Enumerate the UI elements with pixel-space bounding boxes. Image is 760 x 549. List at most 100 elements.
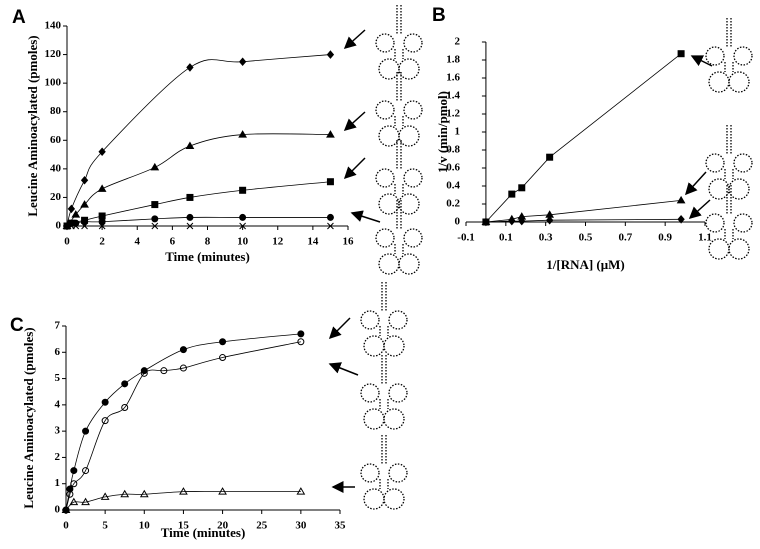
x-tick-label: 0.9	[658, 232, 672, 244]
point	[151, 201, 159, 209]
y-tick-label: 0.6	[446, 162, 460, 174]
y-tick-label: 40	[50, 162, 62, 174]
x-tick-label: 6	[170, 236, 176, 248]
x-tick-label: 0.5	[579, 232, 593, 244]
fit-line	[65, 333, 301, 511]
point	[239, 213, 247, 221]
y-axis-title: Leucine Aminoacylated (pmoles)	[25, 35, 40, 216]
point	[326, 50, 335, 59]
y-tick-label: 60	[50, 134, 62, 146]
y-tick-label: 1	[55, 477, 61, 489]
point	[98, 222, 106, 230]
arrows	[328, 29, 713, 493]
x-tick-label: 15	[178, 520, 190, 532]
fit-line	[485, 200, 682, 223]
x-axis-title: 1/[RNA] (μM)	[546, 257, 624, 272]
x-tick-label: 4	[135, 236, 141, 248]
point	[326, 130, 335, 138]
point	[101, 398, 109, 406]
y-tick-label: 4	[55, 398, 61, 410]
x-tick-label: -0.1	[457, 232, 474, 244]
point	[677, 215, 685, 224]
point	[81, 222, 88, 230]
point	[98, 212, 106, 220]
point	[69, 497, 79, 506]
point	[186, 63, 194, 72]
point	[185, 141, 195, 149]
point	[151, 222, 159, 230]
point	[139, 489, 149, 498]
x-tick-label: 35	[335, 520, 347, 532]
fit-line	[66, 181, 331, 227]
x-axis-title: Time (minutes)	[165, 249, 250, 264]
y-tick-label: 2	[455, 36, 461, 48]
point	[121, 380, 129, 388]
x-tick-label: 12	[272, 236, 284, 248]
fit-line	[65, 341, 301, 511]
y-axis-title: 1/v (min/pmol)	[435, 91, 450, 173]
point	[151, 215, 159, 223]
y-tick-label: 1.6	[446, 72, 460, 84]
y-axis-title: Leucine Aminoacylated (pmoles)	[21, 327, 36, 508]
y-tick-label: 120	[45, 48, 62, 60]
panel-label: B	[432, 5, 446, 26]
x-tick-label: 10	[139, 520, 151, 532]
point	[80, 176, 89, 185]
point	[140, 369, 148, 377]
y-tick-label: 0	[455, 216, 461, 228]
x-tick-label: 30	[295, 520, 307, 532]
point	[676, 195, 686, 204]
point	[296, 487, 306, 495]
panel-label: A	[12, 7, 26, 28]
x-tick-label: 2	[99, 236, 105, 248]
point	[97, 184, 107, 192]
y-tick-label: 1.4	[446, 90, 460, 102]
x-tick-label: 25	[256, 520, 268, 532]
point	[72, 222, 80, 230]
panel-label: C	[10, 315, 24, 336]
point	[326, 213, 334, 221]
point	[179, 364, 187, 372]
point	[179, 346, 187, 354]
point	[186, 193, 194, 201]
point	[238, 130, 247, 138]
y-tick-label: 0.2	[446, 198, 460, 210]
point	[81, 218, 89, 226]
point	[239, 222, 246, 230]
y-tick-label: 0	[56, 220, 62, 232]
x-tick-label: 1.1	[698, 232, 712, 244]
point	[71, 210, 81, 218]
x-tick-label: 0.1	[499, 232, 513, 244]
x-tick-label: 8	[205, 236, 211, 248]
y-tick-label: 2	[55, 451, 61, 463]
point	[98, 147, 106, 156]
y-tick-label: 140	[45, 20, 62, 32]
y-tick-label: 1	[455, 126, 461, 138]
y-tick-label: 7	[55, 320, 61, 332]
point	[545, 215, 554, 225]
point	[179, 487, 188, 495]
point	[518, 184, 526, 192]
y-tick-label: 1.2	[446, 108, 460, 120]
point	[81, 497, 90, 506]
y-tick-label: 3	[55, 425, 61, 437]
point	[67, 204, 76, 214]
point	[546, 153, 554, 161]
point	[101, 417, 109, 425]
x-tick-label: 0	[63, 520, 69, 532]
x-tick-label: 0.7	[618, 232, 632, 244]
point	[508, 216, 516, 226]
fit-line	[65, 491, 301, 511]
x-axis-title: Time (minutes)	[161, 525, 246, 540]
y-tick-label: 0	[55, 504, 61, 516]
y-tick-label: 1.8	[446, 54, 460, 66]
point	[238, 57, 247, 66]
point	[186, 213, 194, 221]
point	[100, 492, 110, 500]
point	[518, 216, 526, 226]
point	[66, 485, 74, 493]
point	[297, 338, 305, 346]
y-tick-label: 0.4	[446, 180, 460, 192]
point	[82, 467, 90, 475]
